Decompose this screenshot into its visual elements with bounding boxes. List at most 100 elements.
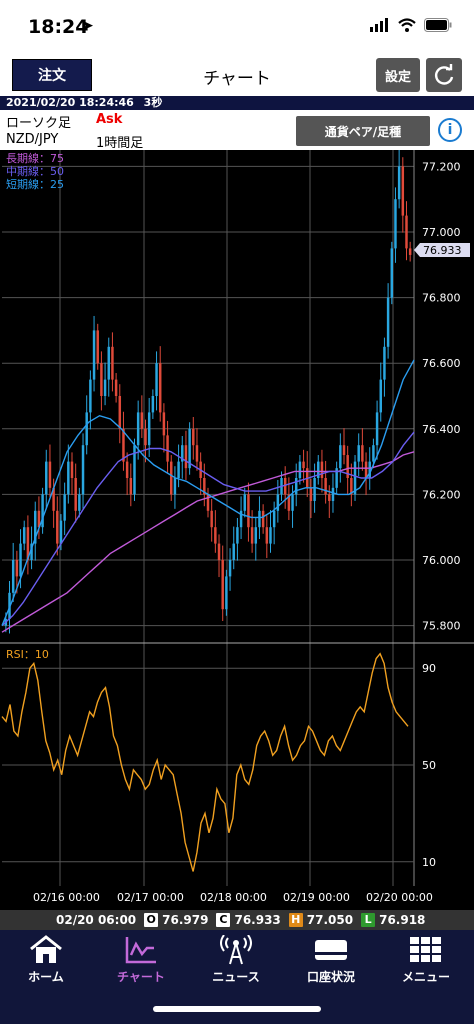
- ohlc-bar: 02/20 06:00 O 76.979 C 76.933 H 77.050 L…: [0, 910, 474, 930]
- candle-body: [250, 527, 254, 544]
- open-badge: O: [144, 913, 159, 927]
- candle-body: [151, 396, 155, 413]
- candle-body: [232, 543, 235, 560]
- pair-timeframe-button[interactable]: 通貨ペア/足種: [296, 116, 430, 146]
- close-value: 76.933: [234, 913, 281, 927]
- x-tick-label: 02/18 00:00: [200, 891, 267, 904]
- candle-body: [243, 494, 246, 511]
- candlesticks: [4, 149, 412, 634]
- tab-chart-label: チャート: [117, 970, 165, 984]
- candle-body: [228, 560, 232, 577]
- timestamp-bar: 2021/02/20 18:24:46 3秒: [0, 96, 474, 110]
- y-tick-label: 77.000: [422, 226, 461, 239]
- page-title: チャート: [203, 69, 271, 89]
- candle-body: [48, 461, 52, 488]
- candle-body: [166, 435, 169, 462]
- candle-body: [41, 494, 44, 528]
- candle-body: [85, 412, 88, 446]
- tab-menu[interactable]: メニュー: [380, 934, 472, 985]
- candle-body: [22, 527, 26, 544]
- candle-body: [118, 396, 122, 429]
- close-badge: C: [216, 913, 231, 927]
- tab-news[interactable]: ニュース: [190, 934, 282, 985]
- candle-body: [133, 445, 136, 495]
- refresh-icon: [435, 64, 454, 85]
- candle-body: [129, 478, 133, 495]
- home-indicator: [153, 1006, 321, 1012]
- y-tick-label: 75.800: [422, 620, 461, 633]
- tab-chart[interactable]: チャート: [95, 934, 187, 985]
- ohlc-datetime: 02/20 06:00: [56, 913, 137, 927]
- x-tick-label: 02/20 00:00: [366, 891, 433, 904]
- battery-icon: [424, 18, 452, 32]
- candle-body: [375, 412, 379, 446]
- candle-body: [372, 445, 375, 462]
- candle-body: [353, 461, 357, 495]
- settings-button[interactable]: 設定: [376, 58, 420, 92]
- refresh-button[interactable]: [426, 58, 462, 92]
- rsi-tick-label: 50: [422, 759, 436, 772]
- candle-body: [170, 461, 173, 495]
- candle-body: [210, 510, 213, 528]
- candle-body: [386, 297, 390, 347]
- candle-body: [383, 346, 386, 380]
- candle-body: [217, 543, 221, 560]
- status-icons: [370, 18, 452, 32]
- candle-body: [111, 346, 114, 380]
- candle-body: [162, 412, 166, 436]
- candle-body: [52, 487, 55, 511]
- tab-account-label: 口座状況: [306, 970, 355, 984]
- tab-bar: ホーム チャート ニュース 口座状況 メニュー: [0, 930, 474, 1024]
- tab-home[interactable]: ホーム: [0, 934, 92, 985]
- candle-body: [81, 445, 85, 495]
- candle-body: [136, 412, 140, 446]
- candle-body: [125, 461, 129, 478]
- y-tick-label: 76.400: [422, 423, 461, 436]
- candle-body: [272, 510, 276, 528]
- y-tick-label: 77.200: [422, 160, 461, 173]
- price-chart[interactable]: 77.200 77.000 76.800 76.600 76.400 76.200 76.0…: [0, 149, 474, 910]
- low-value: 76.918: [379, 913, 426, 927]
- rsi-label: RSI：10: [6, 648, 49, 661]
- menu-icon: [410, 937, 441, 962]
- order-button[interactable]: 注文: [12, 59, 92, 91]
- info-icon[interactable]: i: [438, 118, 462, 142]
- candle-body: [181, 445, 184, 462]
- x-tick-label: 02/16 00:00: [33, 891, 100, 904]
- news-icon: [220, 935, 252, 965]
- candle-body: [339, 445, 342, 469]
- chart-area[interactable]: 77.200 77.000 76.800 76.600 76.400 76.200 76.0…: [0, 149, 474, 910]
- candle-body: [177, 461, 180, 478]
- ma-mid-line: [1, 431, 415, 627]
- legend-long-ma: 長期線：75: [6, 151, 64, 165]
- candle-body: [254, 527, 258, 544]
- candle-body: [298, 461, 302, 478]
- candle-body: [96, 330, 99, 364]
- candle-body: [313, 478, 316, 501]
- candle-body: [361, 445, 364, 462]
- candle-body: [56, 510, 59, 544]
- candle-body: [368, 461, 371, 478]
- candle-body: [195, 445, 199, 462]
- candle-body: [92, 330, 96, 380]
- candle-body: [100, 363, 103, 396]
- candle-body: [239, 510, 243, 528]
- candle-body: [408, 248, 412, 255]
- candle-body: [236, 527, 239, 544]
- candle-body: [147, 412, 151, 446]
- tab-account[interactable]: 口座状況: [285, 934, 377, 985]
- candle-body: [15, 560, 19, 577]
- candle-body: [261, 510, 265, 528]
- home-icon: [30, 935, 62, 963]
- candle-body: [342, 445, 346, 456]
- candle-body: [287, 494, 291, 511]
- candle-body: [45, 461, 48, 495]
- timeframe-label: 1時間足: [96, 136, 144, 151]
- y-tick-label: 76.800: [422, 292, 461, 305]
- candle-body: [269, 527, 272, 544]
- y-tick-label: 76.200: [422, 488, 461, 501]
- candle-body: [144, 428, 147, 446]
- x-axis-bg: [0, 886, 474, 910]
- timestamp: 2021/02/20 18:24:46: [6, 96, 134, 109]
- candle-body: [394, 199, 397, 249]
